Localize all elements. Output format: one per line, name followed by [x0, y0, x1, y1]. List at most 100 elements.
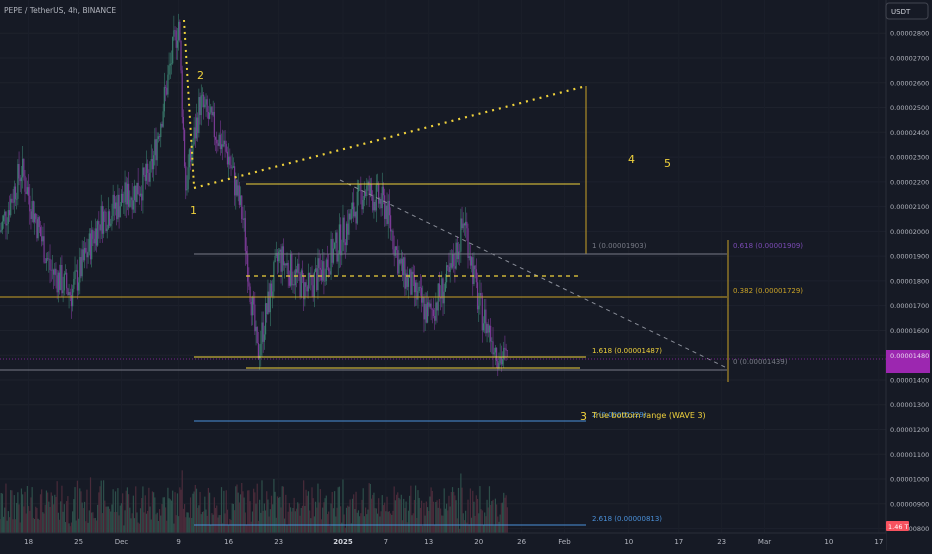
volume-bar	[419, 507, 421, 533]
price-tick-label: 0.00002300	[890, 154, 929, 162]
candle-body	[181, 70, 183, 118]
candle-body	[306, 286, 308, 292]
volume-bar	[332, 508, 335, 533]
volume-bar	[348, 506, 350, 533]
candle-body	[372, 195, 374, 211]
candle-body	[107, 211, 109, 229]
volume-bar	[162, 497, 164, 533]
volume-bar	[480, 509, 482, 533]
candle-body	[374, 201, 376, 211]
candle-body	[239, 195, 242, 205]
volume-bar	[110, 511, 112, 533]
volume-bar	[181, 470, 183, 533]
candle-body	[172, 36, 174, 64]
volume-bar	[54, 494, 56, 533]
volume-bar	[241, 482, 243, 533]
volume-bar	[10, 490, 12, 533]
candle-body	[428, 302, 430, 307]
candle-body	[85, 247, 87, 253]
drawing-layer: 1 (0.00001903) 0.618 (0.00001909) 0.382 …	[0, 19, 886, 526]
candle-body	[162, 111, 164, 127]
candle-body	[164, 87, 167, 88]
candle-body	[393, 249, 395, 256]
volume-bar	[369, 483, 371, 533]
volume-bar	[282, 486, 285, 533]
candle-body	[133, 185, 136, 201]
time-tick-label: 9	[176, 538, 180, 546]
candle-body	[188, 149, 190, 168]
volume-bar	[442, 515, 444, 533]
candle-body	[72, 288, 74, 307]
volume-bar	[56, 481, 58, 533]
candle-body	[206, 99, 208, 112]
volume-bar	[380, 511, 382, 533]
ascending-dotted-trendline[interactable]	[193, 84, 587, 190]
volume-bar	[428, 510, 430, 533]
volume-bar	[330, 503, 332, 533]
volume-bar	[224, 513, 226, 533]
candle-body	[113, 194, 115, 209]
volume-bar	[345, 507, 348, 533]
volume-bar	[437, 507, 439, 533]
time-axis[interactable]: 18 25 Dec 9 16 23 2025 7 13 20 26 Feb 10 17 23 Mar 10 17	[0, 532, 886, 550]
volume-bar	[80, 491, 82, 533]
candle-body	[0, 229, 2, 232]
volume-bar	[264, 510, 267, 533]
candle-body	[379, 199, 381, 204]
candle-body	[86, 252, 88, 258]
candle-body	[230, 165, 232, 169]
wave-impulse-dotted-line[interactable]	[183, 19, 195, 187]
candle-body	[253, 296, 255, 305]
candle-body	[66, 272, 68, 289]
volume-bar	[64, 522, 67, 533]
volume-bar	[135, 486, 137, 533]
candle-body	[373, 201, 375, 211]
volume-bar	[250, 521, 252, 533]
candle-body	[316, 268, 318, 291]
candle-body	[169, 63, 171, 66]
candle-body	[82, 249, 84, 261]
candle-body	[45, 258, 48, 263]
volume-bar	[207, 487, 210, 533]
volume-bar	[451, 487, 454, 533]
candle-body	[144, 174, 146, 181]
volume-bar	[261, 480, 263, 533]
candle-body	[350, 209, 352, 220]
volume-bar	[119, 505, 121, 533]
volume-bar	[311, 487, 313, 533]
volume-bar	[95, 520, 98, 533]
price-axis[interactable]: USDT 0.000028000.000027000.000026000.000…	[885, 0, 932, 550]
candle-body	[117, 194, 119, 220]
candle-body	[222, 144, 224, 147]
time-tick-label: 18	[24, 538, 33, 546]
volume-bar	[16, 502, 18, 533]
volume-bar	[476, 498, 479, 533]
volume-bar	[205, 509, 207, 533]
candle-body	[415, 282, 417, 293]
fib-label-0382: 0.382 (0.00001729)	[733, 287, 803, 295]
candle-body	[36, 219, 38, 239]
volume-bar	[133, 518, 136, 533]
candle-body	[351, 202, 354, 210]
candle-body	[161, 123, 163, 127]
volume-bar	[400, 494, 402, 533]
candle-body	[480, 293, 482, 296]
candle-body	[250, 301, 252, 316]
volume-bar	[292, 507, 294, 533]
currency-button[interactable]	[885, 2, 929, 20]
volume-bar	[164, 507, 167, 533]
candle-body	[125, 182, 127, 205]
symbol-header[interactable]: PEPE / TetherUS, 4h, BINANCE	[4, 6, 116, 15]
candle-body	[361, 191, 363, 210]
candle-body	[314, 268, 317, 272]
candle-body	[337, 254, 339, 262]
volume-bar	[155, 514, 157, 533]
candle-body	[214, 137, 217, 140]
volume-bar	[355, 491, 357, 533]
volume-bar	[238, 502, 240, 533]
candle-body	[0, 231, 1, 232]
candle-body	[173, 30, 175, 37]
candle-body	[225, 144, 227, 152]
candle-body	[210, 106, 212, 113]
